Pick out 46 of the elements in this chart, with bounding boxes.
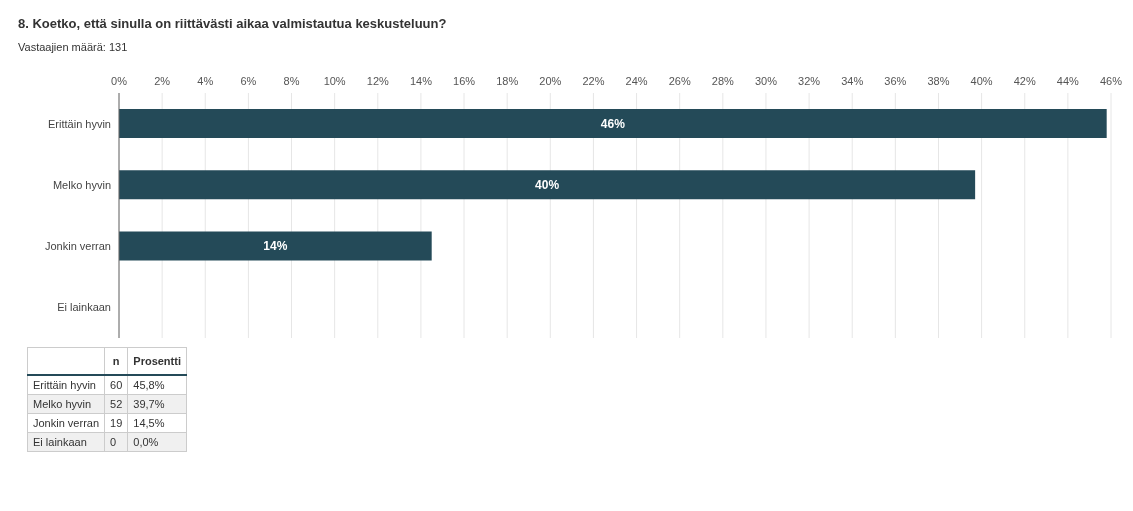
x-tick-label: 8% xyxy=(283,75,300,87)
bar xyxy=(119,108,1107,138)
x-tick-label: 36% xyxy=(884,75,907,87)
data-label: 46% xyxy=(600,116,626,131)
y-tick-label: Erittäin hyvin xyxy=(48,117,111,130)
x-tick-label: 46% xyxy=(1099,75,1123,87)
data-label: 0,0% xyxy=(127,432,187,452)
x-tick-label: 18% xyxy=(496,75,519,87)
x-tick-label: 4% xyxy=(197,75,214,87)
x-tick-label: 28% xyxy=(711,75,735,87)
x-tick-label: 20% xyxy=(539,75,562,87)
data-label: 45,8% xyxy=(127,375,187,395)
x-tick-label: 34% xyxy=(841,75,864,87)
data-label: 14,5% xyxy=(127,413,187,433)
data-label: 40% xyxy=(535,177,560,192)
y-tick-label: Melko hyvin xyxy=(52,178,111,191)
chart-title: 8. Koetko, että sinulla on riittävästi aikaa valmistautua keskusteluun? xyxy=(18,16,448,31)
x-tick-label: 26% xyxy=(668,75,691,87)
x-tick-label: 32% xyxy=(798,75,821,87)
chart-subtitle: Vastaajien määrä: 131 xyxy=(18,41,129,53)
x-tick-label: 16% xyxy=(453,75,476,87)
x-tick-label: 10% xyxy=(323,75,346,87)
data-label: 60 xyxy=(104,375,128,395)
x-tick-label: 14% xyxy=(409,75,433,87)
y-tick-label: Jonkin verran xyxy=(44,240,111,253)
x-tick-label: 40% xyxy=(970,75,993,87)
series-label: Prosentti xyxy=(127,347,187,375)
bar xyxy=(119,231,432,261)
x-tick-label: 0% xyxy=(111,75,128,87)
data-label: 0 xyxy=(104,432,128,452)
x-tick-label: 12% xyxy=(366,75,389,87)
x-tick-label: 6% xyxy=(240,75,257,87)
data-label: 39,7% xyxy=(127,394,187,414)
x-tick-label: 2% xyxy=(154,75,171,87)
bar xyxy=(119,170,976,200)
x-tick-label: 38% xyxy=(927,75,950,87)
x-tick-label: 24% xyxy=(625,75,648,87)
x-tick-label: 42% xyxy=(1013,75,1036,87)
data-label: 19 xyxy=(104,413,128,433)
x-tick-label: 30% xyxy=(754,75,778,87)
data-label: 14% xyxy=(263,239,288,254)
data-label: 52 xyxy=(104,394,128,414)
x-tick-label: 22% xyxy=(582,75,605,87)
y-tick-label: Ei lainkaan xyxy=(57,301,111,314)
x-tick-label: 44% xyxy=(1056,75,1080,87)
series-label: n xyxy=(104,347,128,375)
